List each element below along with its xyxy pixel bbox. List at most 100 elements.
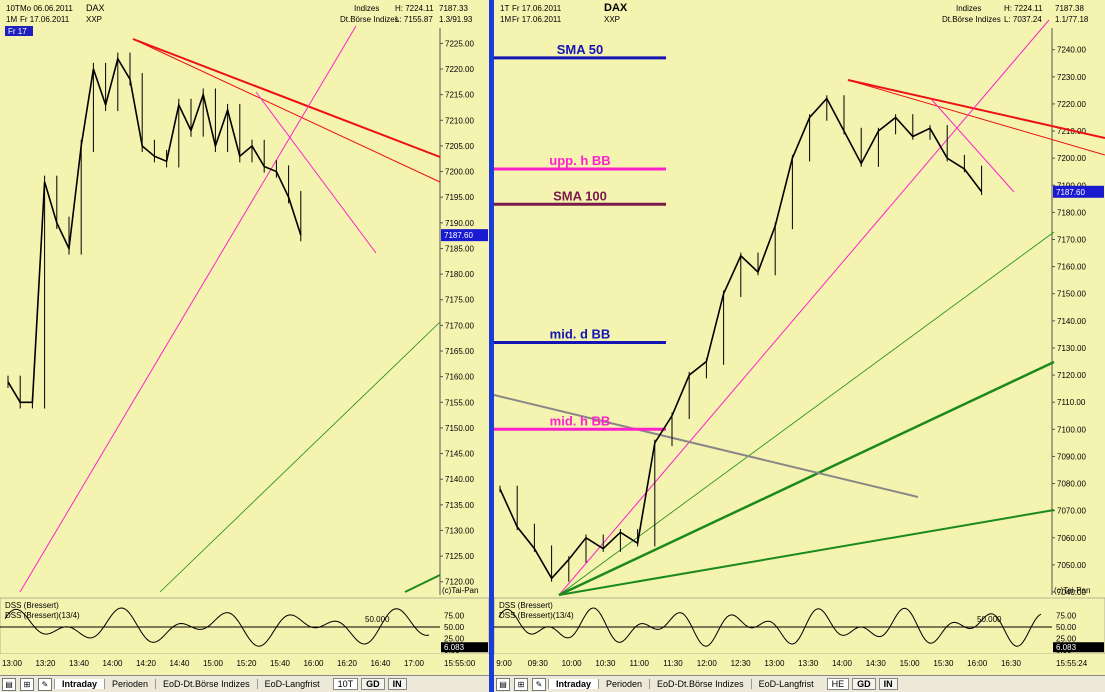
- left-chart-pane[interactable]: 10T 1M Mo 06.06.2011 Fr 17.06.2011 DAX XXP Ind…: [0, 0, 489, 692]
- x-tick-label: 15:30: [933, 659, 954, 668]
- tab-eod-langfrist[interactable]: EoD-Langfrist: [256, 679, 327, 689]
- tab-intraday[interactable]: Intraday: [54, 679, 105, 689]
- oscillator-value-box: [441, 642, 488, 653]
- grid-icon[interactable]: ⊞: [20, 677, 34, 691]
- right-chart-pane[interactable]: 1T 1M Fr 17.06.2011 Fr 17.06.2011 DAX XXP Indi…: [494, 0, 1105, 692]
- tab-eod-indizes[interactable]: EoD-Dt.Börse Indizes: [155, 679, 257, 689]
- x-tick-label: 16:20: [337, 659, 358, 668]
- in-button[interactable]: IN: [878, 678, 898, 690]
- x-tick-label: 14:40: [169, 659, 190, 668]
- grid-icon[interactable]: ⊞: [514, 677, 528, 691]
- red-trendline-thin: [847, 79, 1105, 156]
- y-tick-label: 7180.00: [445, 270, 474, 279]
- header-high: H: 7224.11: [1004, 4, 1043, 13]
- tab-eod-langfrist[interactable]: EoD-Langfrist: [750, 679, 821, 689]
- x-tick-label: 12:00: [697, 659, 718, 668]
- oscillator-value-box: [1053, 642, 1104, 653]
- oscillator-title: DSS (Bressert): [5, 601, 59, 610]
- oscillator-line: [498, 607, 1042, 647]
- green-trendline-bold: [404, 574, 441, 593]
- oscillator-tick-label: 50.00: [1056, 623, 1077, 632]
- header-category-2: Dt.Börse Indizes: [942, 15, 1001, 24]
- y-tick-label: 7070.00: [1057, 507, 1086, 516]
- tab-intraday[interactable]: Intraday: [548, 679, 599, 689]
- tab-perioden[interactable]: Perioden: [104, 679, 155, 689]
- header-date: Fr 17.06.2011: [512, 4, 562, 13]
- y-tick-label: 7120.00: [1057, 371, 1086, 380]
- level-label: mid. h BB: [550, 413, 611, 428]
- tab-perioden[interactable]: Perioden: [598, 679, 649, 689]
- y-tick-label: 7170.00: [1057, 236, 1086, 245]
- oscillator-line: [4, 607, 430, 647]
- date-flag-box: [5, 26, 33, 36]
- oscillator-tick-label: 75.00: [1056, 612, 1077, 621]
- pencil-icon[interactable]: ✎: [532, 677, 546, 691]
- green-trendline-bold: [558, 360, 1055, 597]
- header-symbol: DAX: [604, 2, 628, 14]
- y-tick-label: 7195.00: [445, 193, 474, 202]
- chart-background: [494, 0, 1105, 676]
- header-last: 7187.33: [439, 4, 468, 13]
- y-tick-label: 7125.00: [445, 552, 474, 561]
- y-tick-label: 7170.00: [445, 321, 474, 330]
- chart-icon[interactable]: ▤: [496, 677, 510, 691]
- pane-separator[interactable]: [489, 0, 494, 692]
- current-price-label: 7187.60: [444, 231, 473, 240]
- date-flag: Fr 17: [8, 27, 27, 36]
- header-interval-2: 1M: [6, 15, 17, 24]
- header-high: H: 7224.11: [395, 4, 434, 13]
- current-price-box: [1053, 185, 1104, 198]
- x-tick-label: 11:00: [629, 659, 649, 668]
- x-tick-label: 14:30: [866, 659, 887, 668]
- current-price-box: [441, 229, 488, 242]
- y-tick-label: 7140.00: [445, 475, 474, 484]
- y-tick-label: 7040.00: [1057, 588, 1086, 597]
- y-tick-label: 7150.00: [445, 424, 474, 433]
- time-end-label: 15:55:24: [1056, 659, 1088, 668]
- copyright: (c)Tai-Pan: [1054, 586, 1090, 595]
- tab-eod-indizes[interactable]: EoD-Dt.Börse Indizes: [649, 679, 751, 689]
- oscillator-subtitle: DSS (Bressert)(13/4): [499, 611, 574, 620]
- header-last: 7187.38: [1055, 4, 1084, 13]
- x-tick-label: 16:00: [967, 659, 988, 668]
- y-tick-label: 7060.00: [1057, 534, 1086, 543]
- pencil-icon[interactable]: ✎: [38, 677, 52, 691]
- x-tick-label: 10:30: [595, 659, 616, 668]
- in-button[interactable]: IN: [387, 678, 407, 690]
- interval-select[interactable]: HE: [826, 678, 850, 690]
- green-trendline: [558, 231, 1055, 596]
- level-label: mid. d BB: [550, 327, 611, 342]
- red-trendline: [847, 79, 1105, 139]
- y-tick-label: 7120.00: [445, 578, 474, 587]
- header-symbol: DAX: [86, 3, 105, 13]
- interval-select[interactable]: 10T: [332, 678, 359, 690]
- gd-button[interactable]: GD: [852, 678, 876, 690]
- x-tick-label: 15:00: [203, 659, 224, 668]
- oscillator-value: 6.083: [444, 643, 465, 652]
- x-tick-label: 14:00: [832, 659, 853, 668]
- y-tick-label: 7200.00: [1057, 154, 1086, 163]
- y-tick-label: 7050.00: [1057, 561, 1086, 570]
- y-tick-label: 7175.00: [445, 296, 474, 305]
- oscillator-panel: [0, 597, 489, 655]
- red-trendline: [132, 38, 441, 158]
- level-label: SMA 50: [557, 42, 603, 57]
- chart-header: [0, 0, 489, 26]
- y-tick-label: 7230.00: [1057, 73, 1086, 82]
- x-tick-label: 16:00: [303, 659, 324, 668]
- header-low: L: 7155.87: [395, 15, 433, 24]
- y-tick-label: 7100.00: [1057, 425, 1086, 434]
- time-axis: [0, 654, 489, 676]
- x-tick-label: 14:00: [102, 659, 123, 668]
- time-end-label: 15:55:00: [444, 659, 476, 668]
- copyright: (c)Tai-Pan: [442, 586, 478, 595]
- pink-support-line: [558, 19, 1050, 596]
- red-trendline-thin: [132, 38, 441, 183]
- x-tick-label: 14:20: [136, 659, 157, 668]
- gd-button[interactable]: GD: [361, 678, 385, 690]
- y-tick-label: 7210.00: [445, 116, 474, 125]
- left-toolbar: ▤ ⊞ ✎ Intraday Perioden EoD-Dt.Börse Ind…: [0, 675, 489, 692]
- chart-icon[interactable]: ▤: [2, 677, 16, 691]
- y-tick-label: 7205.00: [445, 142, 474, 151]
- header-category: Indizes: [354, 4, 379, 13]
